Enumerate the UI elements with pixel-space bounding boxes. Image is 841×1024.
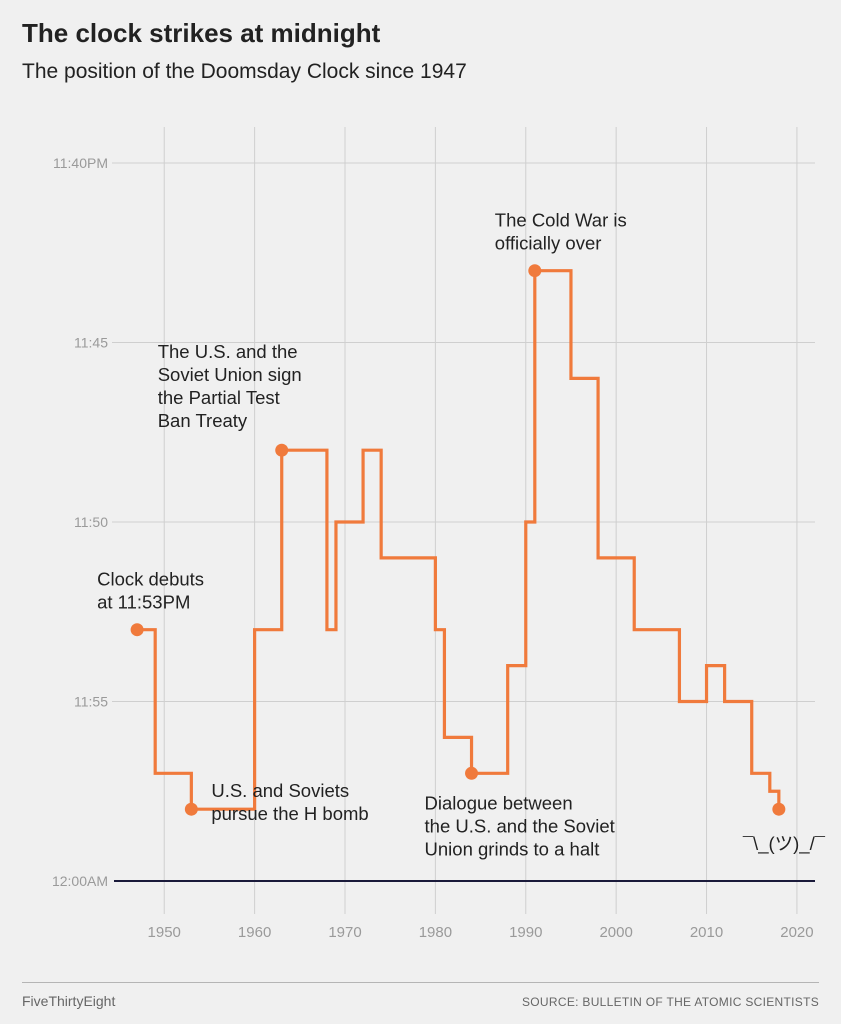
y-tick-label: 11:50 [74, 514, 108, 530]
highlight-point [275, 443, 289, 457]
annotation-line: the Partial Test [158, 387, 280, 408]
axis-layer: 1950 1960 1970 1980 1990 2000 2010 2020 11:40PM 1… [52, 155, 814, 941]
annotation-label: The U.S. and the Soviet Union sign the Par… [158, 341, 302, 431]
grid-layer [112, 127, 815, 914]
x-tick-label: 1950 [148, 924, 181, 941]
highlight-point [772, 802, 786, 816]
x-tick-label: 2010 [690, 924, 723, 941]
annotation-line: Clock debuts [97, 569, 204, 590]
doomsday-clock-chart: 1950 1960 1970 1980 1990 2000 2010 2020 11:40PM 1… [52, 127, 826, 941]
annotation-label: ¯\_(ツ)_/¯ [742, 833, 826, 855]
series-line [137, 269, 781, 811]
highlight-point [184, 802, 198, 816]
y-tick-label: 11:45 [74, 335, 108, 351]
x-tick-label: 2020 [780, 924, 813, 941]
chart-title: The clock strikes at midnight [22, 18, 381, 48]
annotation-label: The Cold War is officially over [495, 210, 627, 254]
annotation-label: Clock debuts at 11:53PM [97, 569, 204, 613]
annotation-line: ¯\_(ツ)_/¯ [742, 833, 826, 855]
x-tick-label: 1980 [419, 924, 452, 941]
annotation-line: pursue the H bomb [211, 803, 368, 824]
annotation-line: Ban Treaty [158, 410, 248, 431]
annotation-line: The U.S. and the [158, 341, 298, 362]
annotation-layer: Clock debuts at 11:53PM U.S. and Soviets pu… [97, 210, 826, 860]
footer-divider [22, 982, 819, 983]
highlight-point [130, 623, 144, 637]
annotation-label: U.S. and Soviets pursue the H bomb [211, 780, 368, 824]
brand-label: FiveThirtyEight [22, 993, 116, 1009]
y-tick-label: 11:55 [74, 694, 108, 710]
annotation-line: Dialogue between [425, 792, 573, 813]
x-tick-label: 1970 [328, 924, 361, 941]
chart-subtitle: The position of the Doomsday Clock since… [22, 60, 467, 83]
highlight-point [465, 766, 479, 780]
y-tick-label: 11:40PM [53, 155, 108, 171]
annotation-line: Soviet Union sign [158, 364, 302, 385]
annotation-line: at 11:53PM [97, 592, 190, 613]
annotation-line: officially over [495, 233, 602, 254]
annotation-line: the U.S. and the Soviet [425, 815, 615, 836]
x-tick-label: 1990 [509, 924, 542, 941]
y-tick-label: 12:00AM [52, 873, 108, 889]
annotation-line: Union grinds to a halt [425, 838, 600, 859]
x-tick-label: 2000 [599, 924, 632, 941]
annotation-line: U.S. and Soviets [211, 780, 349, 801]
annotation-line: The Cold War is [495, 210, 627, 231]
annotation-label: Dialogue between the U.S. and the Soviet U… [425, 792, 615, 859]
x-tick-label: 1960 [238, 924, 271, 941]
series-layer [130, 264, 786, 816]
source-label: SOURCE: BULLETIN OF THE ATOMIC SCIENTIST… [521, 995, 819, 1009]
highlight-point [528, 264, 542, 278]
